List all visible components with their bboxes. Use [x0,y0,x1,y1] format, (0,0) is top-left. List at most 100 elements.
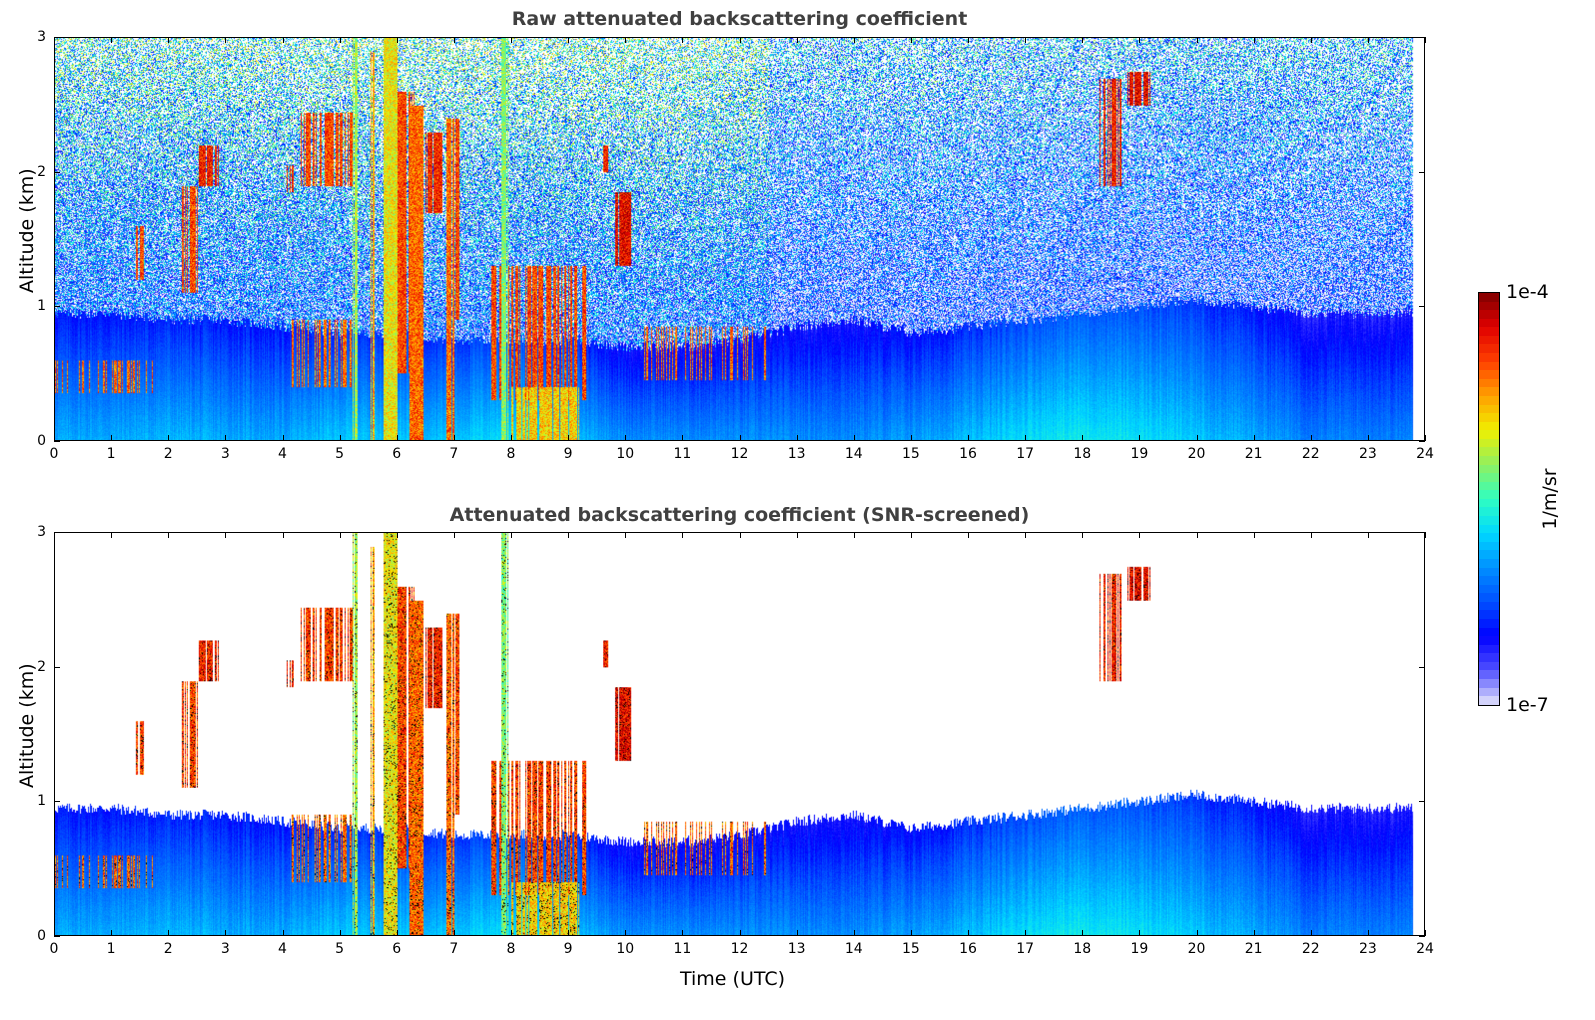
x-tick-label: 0 [49,941,59,957]
top-y-axis-label: Altitude (km) [16,168,38,293]
x-tick-mark [796,435,798,441]
x-tick-mark [111,532,113,538]
x-tick-label: 19 [1130,941,1149,957]
x-tick-mark [1253,435,1255,441]
top-chart-title: Raw attenuated backscattering coefficien… [511,8,968,30]
y-tick-mark [1419,666,1425,668]
x-tick-mark [111,37,113,43]
x-tick-mark [1196,532,1198,538]
colorbar-segment [1479,327,1499,336]
x-tick-mark [511,37,512,43]
colorbar-segment [1479,301,1499,311]
x-tick-mark [1082,37,1084,43]
x-tick-mark [225,930,227,936]
x-tick-mark [1425,37,1426,43]
x-tick-mark [1367,37,1369,43]
x-tick-label: 21 [1244,446,1263,462]
x-tick-mark [453,532,455,538]
x-tick-label: 13 [787,446,806,462]
x-tick-mark [625,930,627,936]
x-tick-mark [54,37,55,43]
x-tick-label: 4 [278,446,287,462]
colorbar-segment [1479,670,1499,680]
colorbar-segment [1479,601,1499,611]
x-tick-mark [1367,930,1369,936]
x-tick-mark [1253,532,1255,538]
x-tick-mark [739,532,741,538]
x-tick-mark [1253,37,1255,43]
colorbar-segment [1479,318,1499,328]
colorbar-segment [1479,490,1499,499]
colorbar-segment [1479,370,1499,379]
colorbar-segment [1479,344,1499,354]
x-tick-mark [1253,930,1255,936]
colorbar-segment [1479,481,1499,491]
x-tick-label: 2 [163,941,173,957]
x-tick-label: 8 [506,446,516,462]
x-tick-mark [568,532,570,538]
x-tick-mark [853,435,855,441]
colorbar-segment [1479,438,1499,448]
x-tick-label: 5 [335,941,345,957]
x-tick-mark [1310,532,1312,538]
x-tick-label: 11 [673,941,692,957]
x-tick-mark [739,37,741,43]
colorbar-unit-label: 1/m/sr [1539,468,1561,530]
x-tick-mark [511,435,512,441]
x-tick-mark [625,37,627,43]
x-tick-mark [168,37,170,43]
colorbar-segment [1479,524,1499,534]
x-tick-mark [682,37,684,43]
x-tick-label: 18 [1073,941,1092,957]
y-tick-label: 3 [37,524,46,540]
x-tick-mark [568,37,570,43]
x-tick-mark [853,37,855,43]
x-tick-mark [1139,930,1141,936]
x-tick-mark [1082,532,1084,538]
x-tick-label: 17 [1016,446,1035,462]
colorbar-segment [1479,421,1499,431]
x-tick-mark [396,930,398,936]
x-tick-mark [1310,930,1312,936]
x-tick-mark [453,37,455,43]
x-tick-mark [1025,532,1027,538]
x-tick-mark [1139,37,1141,43]
x-tick-label: 12 [730,941,749,957]
x-tick-label: 8 [506,941,516,957]
y-tick-mark [1419,532,1425,533]
x-tick-label: 15 [901,941,920,957]
y-tick-label: 1 [37,793,46,810]
x-tick-label: 9 [563,446,573,462]
x-tick-mark [1425,532,1426,538]
x-tick-mark [54,435,55,441]
y-tick-label: 0 [37,433,46,449]
y-tick-label: 2 [37,658,46,675]
colorbar-segment [1479,644,1499,654]
x-tick-label: 10 [616,446,635,462]
x-axis-label: Time (UTC) [680,968,786,990]
x-tick-label: 13 [787,941,806,957]
colorbar-segment [1479,335,1499,345]
x-tick-mark [111,435,113,441]
x-tick-label: 2 [163,446,173,462]
x-tick-mark [968,37,969,43]
colorbar-segment [1479,361,1499,371]
bottom-chart-title: Attenuated backscattering coefficient (S… [449,504,1030,526]
x-tick-label: 1 [106,941,116,957]
x-tick-mark [54,930,55,936]
x-tick-mark [910,532,912,538]
x-tick-mark [1082,930,1084,936]
colorbar-segment [1479,558,1499,568]
x-tick-mark [168,435,170,441]
y-tick-mark [1419,441,1425,442]
raw-heatmap-axes [54,37,1425,441]
y-tick-mark [1419,171,1425,173]
x-tick-mark [625,532,627,538]
x-tick-mark [1196,435,1198,441]
x-tick-label: 20 [1187,446,1206,462]
x-tick-label: 16 [959,941,977,957]
x-tick-mark [511,930,512,936]
x-tick-label: 6 [392,941,402,957]
x-tick-mark [1082,435,1084,441]
y-tick-mark [54,801,60,803]
